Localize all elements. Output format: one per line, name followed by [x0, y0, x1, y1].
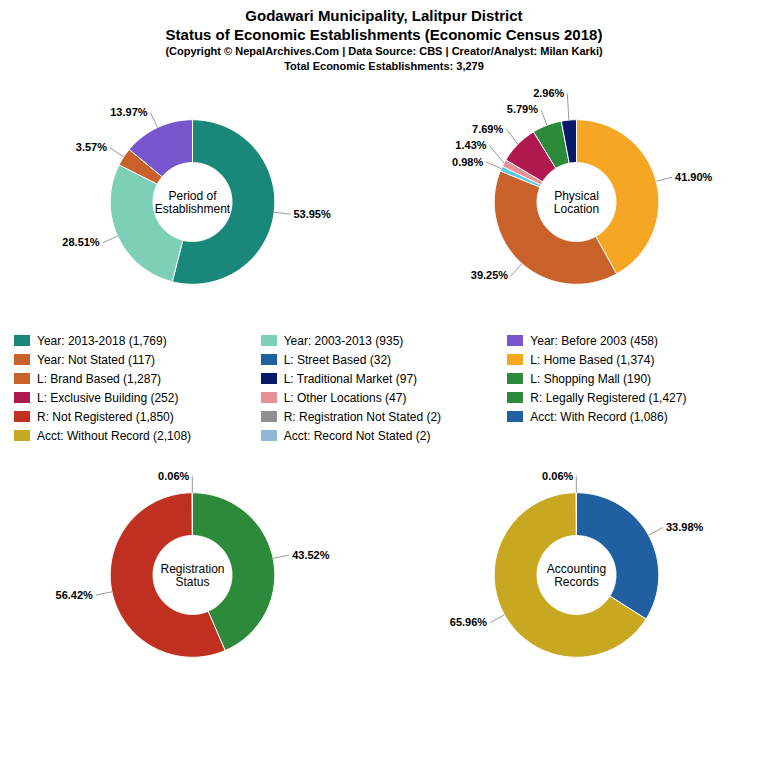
svg-text:Period ofEstablishment: Period ofEstablishment — [155, 189, 231, 216]
html-text:L: Shopping Mall (190): L: Shopping Mall (190) — [530, 371, 652, 386]
svg-text:0.06%: 0.06% — [158, 470, 189, 482]
svg-text:39.25%: 39.25% — [471, 269, 509, 281]
html-text:(Copyright © NepalArchives.Com: (Copyright © NepalArchives.Com | Data So… — [165, 45, 603, 57]
html-text:L: Exclusive Building (252): L: Exclusive Building (252) — [37, 390, 179, 405]
svg-text:0.98%: 0.98% — [452, 156, 483, 168]
svg-text:5.79%: 5.79% — [507, 103, 538, 115]
svg-text:28.51%: 28.51% — [62, 236, 100, 248]
svg-text:PhysicalLocation: PhysicalLocation — [554, 189, 599, 216]
svg-text:56.42%: 56.42% — [56, 589, 94, 601]
html-text:R: Not Registered (1,850): R: Not Registered (1,850) — [37, 409, 174, 424]
html-text:R: Registration Not Stated (2): R: Registration Not Stated (2) — [283, 409, 442, 424]
svg-text:0.06%: 0.06% — [542, 470, 573, 482]
svg-text:41.90%: 41.90% — [675, 171, 713, 183]
html-text:Acct: Without Record (2,108): Acct: Without Record (2,108) — [37, 428, 192, 443]
html-text:Year: 2003-2013 (935): Year: 2003-2013 (935) — [283, 333, 404, 348]
svg-text:RegistrationStatus: RegistrationStatus — [160, 562, 224, 589]
svg-text:43.52%: 43.52% — [292, 549, 330, 561]
svg-text:7.69%: 7.69% — [472, 123, 503, 135]
html-text:L: Street Based (32): L: Street Based (32) — [283, 352, 391, 367]
svg-text:65.96%: 65.96% — [450, 616, 488, 628]
html-text:Year: 2013-2018 (1,769): Year: 2013-2018 (1,769) — [37, 333, 167, 348]
html-text:Year: Before 2003 (458): Year: Before 2003 (458) — [530, 333, 658, 348]
html-text:Year: Not Stated (117): Year: Not Stated (117) — [37, 352, 156, 367]
svg-text:1.43%: 1.43% — [455, 139, 486, 151]
html-text:L: Home Based (1,374): L: Home Based (1,374) — [530, 352, 655, 367]
html-text:Acct: With Record (1,086): Acct: With Record (1,086) — [530, 409, 668, 424]
svg-text:13.97%: 13.97% — [110, 106, 148, 118]
html-text:L: Other Locations (47): L: Other Locations (47) — [283, 390, 407, 405]
svg-text:53.95%: 53.95% — [293, 208, 331, 220]
html-text:Status of Economic Establishme: Status of Economic Establishments (Econo… — [165, 26, 603, 43]
svg-text:AccountingRecords: AccountingRecords — [547, 562, 606, 589]
html-text:L: Traditional Market (97): L: Traditional Market (97) — [283, 371, 417, 386]
html-text:Acct: Record Not Stated (2): Acct: Record Not Stated (2) — [283, 428, 431, 443]
svg-text:3.57%: 3.57% — [76, 141, 107, 153]
html-text:Total Economic Establishments:: Total Economic Establishments: 3,279 — [284, 60, 484, 72]
html-text:R: Legally Registered (1,427): R: Legally Registered (1,427) — [530, 390, 687, 405]
html-text:L: Brand Based (1,287): L: Brand Based (1,287) — [37, 371, 162, 386]
svg-text:2.96%: 2.96% — [533, 87, 564, 99]
html-text:Godawari Municipality, Lalitpu: Godawari Municipality, Lalitpur District — [245, 7, 523, 24]
svg-text:33.98%: 33.98% — [666, 521, 704, 533]
